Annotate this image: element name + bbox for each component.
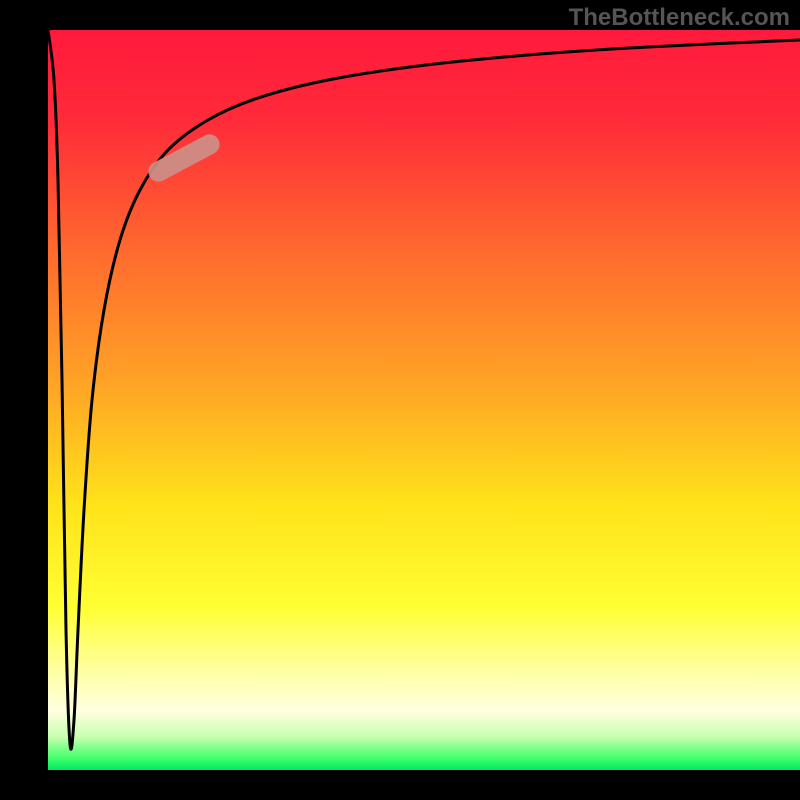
plot-area [48, 30, 800, 770]
left-axis-border [0, 0, 48, 800]
bottom-axis-border [0, 770, 800, 800]
chart-container: { "watermark_text": "TheBottleneck.com",… [0, 0, 800, 800]
bottleneck-curve [48, 30, 800, 770]
watermark-text: TheBottleneck.com [569, 4, 790, 32]
